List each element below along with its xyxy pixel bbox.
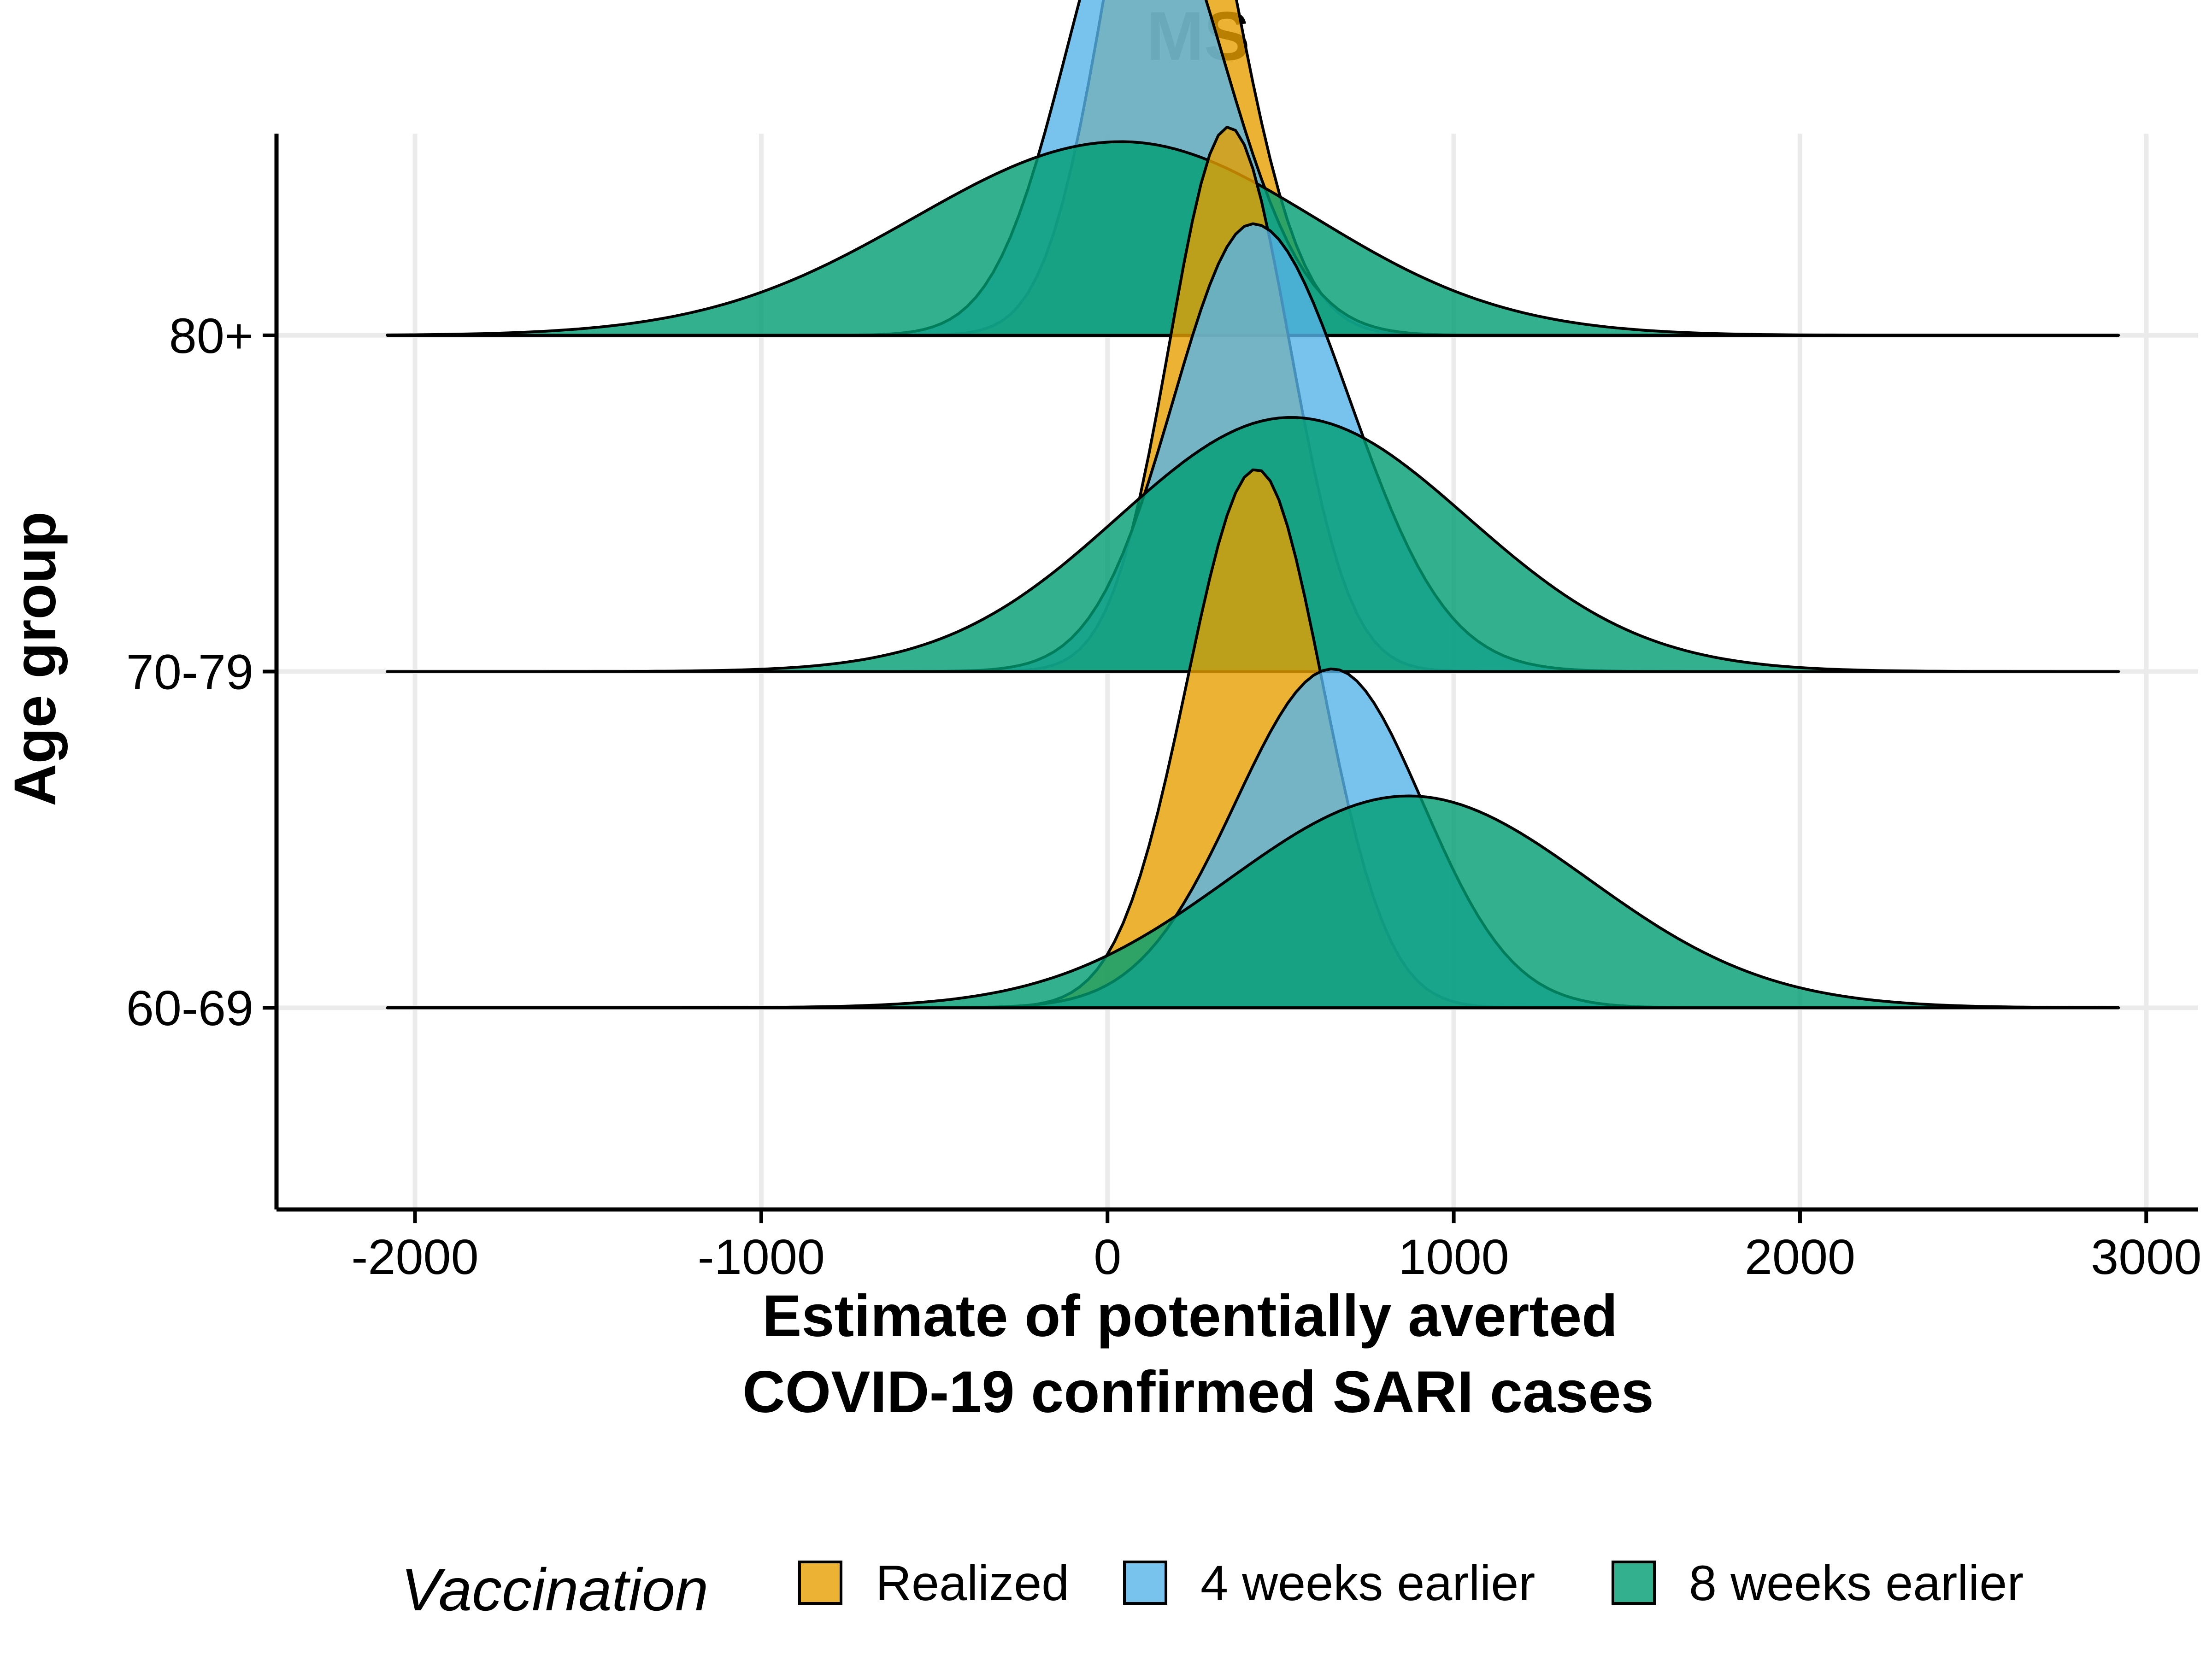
legend-key-4-weeks-earlier [1123, 1561, 1167, 1605]
x-tick-label: 0 [1094, 1229, 1121, 1285]
legend-key-realized [798, 1561, 842, 1605]
x-tick-label: -1000 [698, 1229, 825, 1285]
x-axis-title: Estimate of potentially averted COVID-19… [742, 1283, 1654, 1425]
y-tick-label: 60-69 [126, 980, 253, 1036]
x-axis-title-line-1: Estimate of potentially averted [762, 1283, 1618, 1349]
legend-label: 4 weeks earlier [1200, 1555, 1535, 1611]
legend-key-8-weeks-earlier [1612, 1561, 1656, 1605]
axis-layer: -2000 -1000 0 1000 2000 3000 60-69 70-79 80+ [126, 134, 2201, 1285]
ridge-layer [386, 0, 2120, 1010]
legend-items: Realized 4 weeks earlier 8 weeks earlier [798, 1555, 2024, 1611]
y-tick-label: 70-79 [126, 644, 253, 700]
y-tick-label: 80+ [169, 308, 253, 364]
legend-label: 8 weeks earlier [1689, 1555, 2024, 1611]
x-tick-label: 1000 [1398, 1229, 1509, 1285]
legend-title: Vaccination [401, 1556, 708, 1623]
y-axis-title: Age group [2, 511, 68, 806]
x-tick-label: 3000 [2091, 1229, 2201, 1285]
legend-label: Realized [876, 1555, 1069, 1611]
x-tick-label: 2000 [1745, 1229, 1855, 1285]
x-tick-label: -2000 [351, 1229, 478, 1285]
legend: Vaccination Realized 4 weeks earlier 8 wee… [401, 1555, 2024, 1623]
x-axis-title-line-2: COVID-19 confirmed SARI cases [742, 1359, 1654, 1425]
